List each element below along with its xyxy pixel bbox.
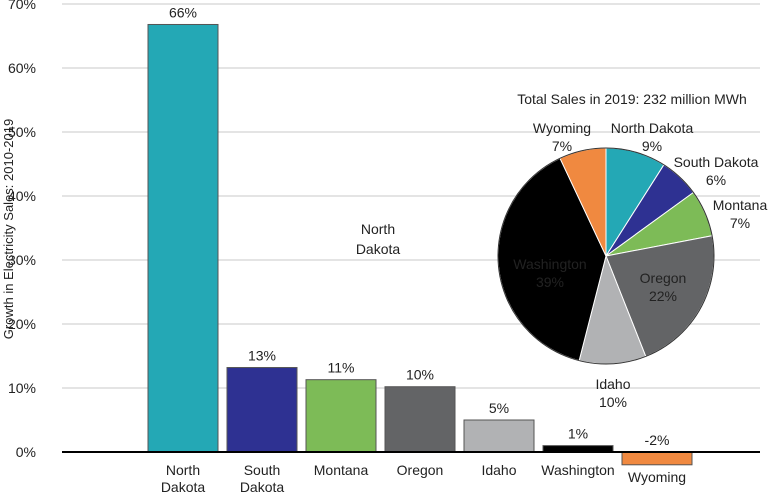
bar-wyoming	[621, 451, 693, 466]
y-tick-label: 40%	[8, 188, 36, 204]
pie-slice-name: Washington	[513, 256, 586, 272]
pie-slice-value: 7%	[730, 215, 750, 231]
bar-series: 66% 13% 11% 10% 5% 1% -2%	[147, 4, 693, 466]
pie-chart	[497, 147, 715, 365]
x-tick-label: Oregon	[397, 462, 444, 478]
x-tick-label: Montana	[314, 462, 369, 478]
x-tick-label: Idaho	[481, 462, 516, 478]
bar-value-label: 66%	[169, 4, 197, 20]
y-tick-label: 70%	[8, 0, 36, 12]
pie-slice-name: Idaho	[595, 376, 630, 392]
pie-slice-name: Oregon	[640, 270, 687, 286]
bar-value-label: 1%	[568, 426, 588, 442]
pie-slice-value: 39%	[536, 274, 564, 290]
x-tick-label: Dakota	[240, 479, 285, 495]
x-tick-label: Wyoming	[628, 469, 686, 485]
pie-slice-value: 6%	[706, 172, 726, 188]
pie-slice-name: North Dakota	[611, 120, 694, 136]
x-tick-label: North	[166, 462, 200, 478]
y-tick-label: 0%	[16, 444, 36, 460]
x-tick-label: South	[244, 462, 281, 478]
pie-slice-name: Montana	[713, 197, 768, 213]
pie-slice-name: Wyoming	[533, 120, 591, 136]
x-tick-label: Washington	[541, 462, 614, 478]
bar-montana	[305, 379, 377, 453]
bar-north-dakota	[147, 23, 219, 453]
bar-value-label: 13%	[248, 348, 276, 364]
pie-slice-value: 7%	[552, 138, 572, 154]
y-tick-label: 60%	[8, 60, 36, 76]
pie-slice-value: 22%	[649, 288, 677, 304]
pie-slice-value: 9%	[642, 138, 662, 154]
x-tick-label: Dakota	[161, 479, 206, 495]
bar-value-label: 5%	[489, 400, 509, 416]
y-axis-ticks: 0% 10% 20% 30% 40% 50% 60% 70%	[8, 0, 36, 460]
y-tick-label: 50%	[8, 124, 36, 140]
bar-idaho	[463, 419, 535, 453]
y-tick-label: 30%	[8, 252, 36, 268]
pie-labels: North Dakota 9% South Dakota 6% Montana 7% Ore…	[513, 120, 767, 410]
y-tick-label: 20%	[8, 316, 36, 332]
chart-annotation: North Dakota	[356, 221, 401, 257]
y-tick-label: 10%	[8, 380, 36, 396]
bar-oregon	[384, 386, 456, 453]
bar-south-dakota	[226, 367, 298, 453]
y-axis-title: Growth in Electricity Sales: 2010-2019	[1, 119, 16, 339]
pie-title: Total Sales in 2019: 232 million MWh	[517, 91, 747, 107]
pie-outline	[497, 147, 715, 365]
pie-slice-value: 10%	[599, 394, 627, 410]
bar-value-label: -2%	[645, 432, 670, 448]
bar-value-label: 11%	[328, 360, 355, 376]
bar-value-label: 10%	[406, 367, 434, 383]
pie-slice-name: South Dakota	[674, 154, 759, 170]
